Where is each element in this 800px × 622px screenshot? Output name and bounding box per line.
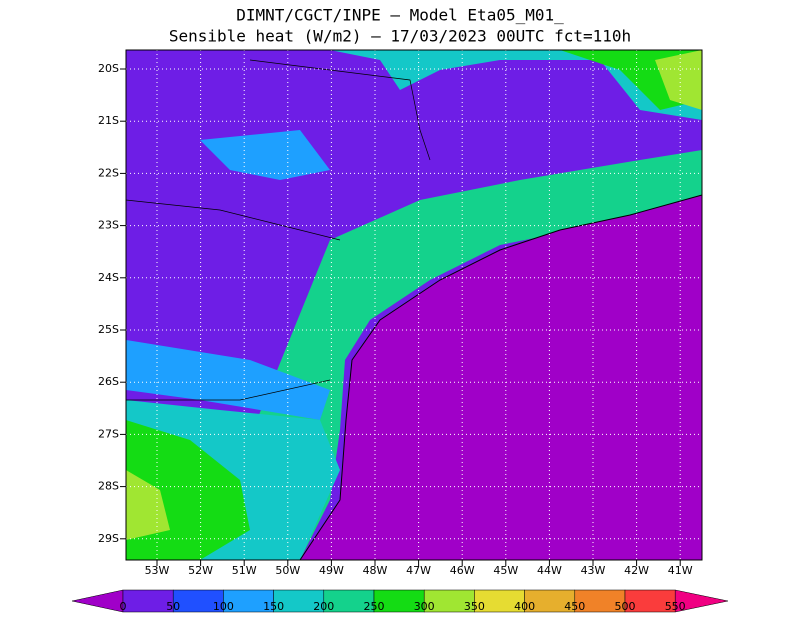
colorbar-label: 400: [514, 600, 535, 613]
colorbar-arrow: [674, 589, 729, 613]
lon-label: 53W: [145, 564, 170, 577]
lon-label: 47W: [406, 564, 431, 577]
colorbar-label: 100: [213, 600, 234, 613]
lat-label: 27S: [98, 427, 119, 440]
lat-label: 22S: [98, 166, 119, 179]
title-line: Sensible heat (W/m2) – 17/03/2023 00UTC …: [169, 27, 631, 46]
lat-label: 21S: [98, 114, 119, 127]
lon-label: 41W: [668, 564, 693, 577]
lat-label: 20S: [98, 62, 119, 75]
lon-label: 49W: [319, 564, 344, 577]
colorbar: 0 50 100 150 200 250 300 350 400 450 500 550: [71, 589, 729, 613]
lon-label: 52W: [188, 564, 213, 577]
border: [125, 59, 431, 401]
colorbar-label: 450: [564, 600, 585, 613]
field-patch: [330, 50, 702, 120]
lat-label: 24S: [98, 271, 119, 284]
colorbar-label: 150: [263, 600, 284, 613]
lon-label: 42W: [624, 564, 649, 577]
colorbar-label: 250: [364, 600, 385, 613]
field: [125, 50, 703, 561]
colorbar-arrow: [71, 589, 124, 613]
field-patch: [200, 130, 330, 180]
field-patch: [655, 50, 702, 110]
lon-label: 50W: [275, 564, 300, 577]
colorbar-label: 300: [414, 600, 435, 613]
field-patch: [126, 340, 330, 420]
lon-label: 45W: [493, 564, 518, 577]
colorbar-label: 50: [166, 600, 180, 613]
lat-label: 29S: [98, 532, 119, 545]
lat-label: 26S: [98, 375, 119, 388]
colorbar-label: 500: [615, 600, 636, 613]
lon-label: 46W: [450, 564, 475, 577]
grid: [120, 50, 702, 566]
lat-label: 25S: [98, 323, 119, 336]
lon-label: 44W: [537, 564, 562, 577]
title-line: DIMNT/CGCT/INPE – Model Eta05_M01_: [236, 6, 564, 25]
colorbar-label: 200: [313, 600, 334, 613]
field-patch: [126, 470, 170, 540]
colorbar-label: 550: [665, 600, 686, 613]
lon-label: 43W: [581, 564, 606, 577]
lon-label: 51W: [232, 564, 257, 577]
lat-label: 23S: [98, 219, 119, 232]
lon-label: 48W: [363, 564, 388, 577]
colorbar-label: 0: [120, 600, 127, 613]
lat-label: 28S: [98, 480, 119, 493]
colorbar-label: 350: [464, 600, 485, 613]
coastline: [299, 194, 703, 561]
ocean-field: [300, 195, 702, 560]
plot-frame: [125, 49, 703, 561]
